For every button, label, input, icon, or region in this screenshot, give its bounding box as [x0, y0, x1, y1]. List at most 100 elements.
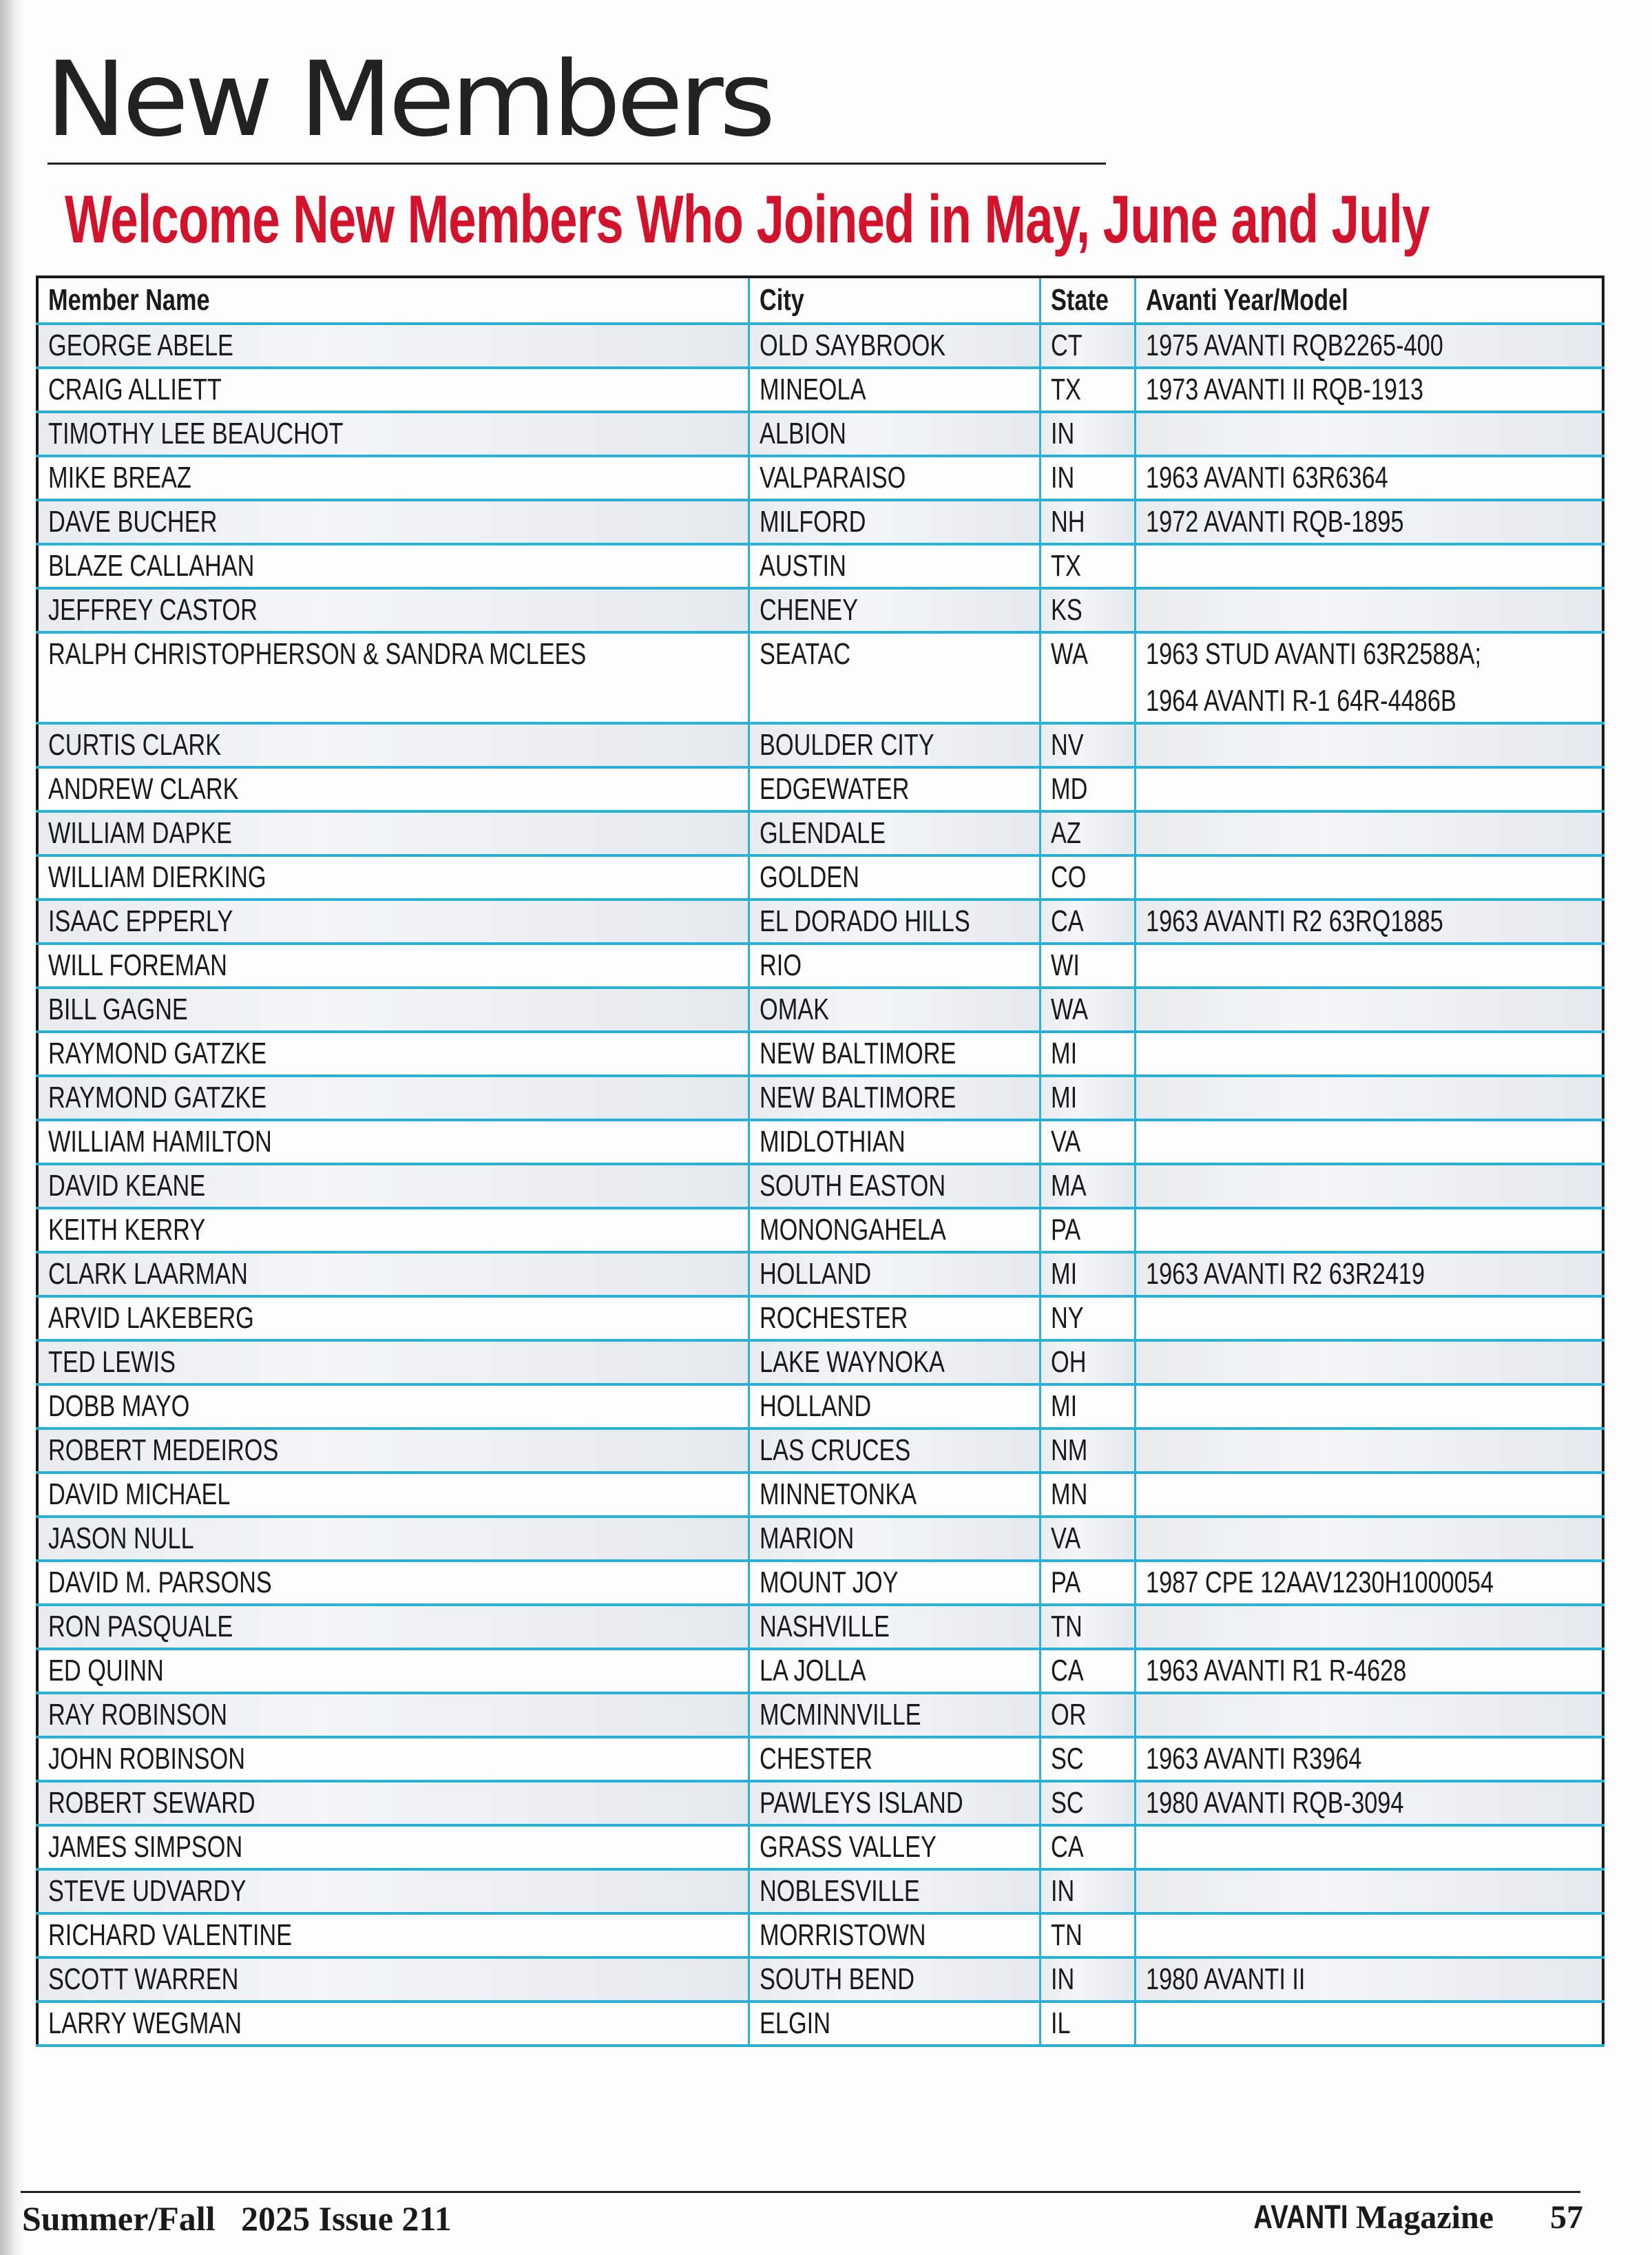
table-row: JEFFREY CASTOR CHENEY KS [37, 588, 1603, 634]
city-cell-text: ROCHESTER [759, 1301, 908, 1335]
state-cell: IN [1038, 456, 1136, 501]
city-cell: CHESTER [747, 1737, 1041, 1783]
member-name-cell-text: RON PASQUALE [48, 1610, 233, 1643]
avanti-model-cell [1134, 1913, 1603, 1959]
state-cell-text: CT [1050, 329, 1083, 362]
state-cell-text: IN [1050, 1962, 1075, 1996]
member-name-cell-text: STEVE UDVARDY [48, 1874, 247, 1908]
state-cell: WA [1038, 632, 1136, 725]
state-cell-text: SC [1050, 1742, 1084, 1776]
member-name-cell: SCOTT WARREN [37, 1957, 749, 2003]
city-cell: SOUTH EASTON [747, 1164, 1041, 1209]
city-cell-text: HOLLAND [759, 1257, 871, 1291]
page-subtitle: Welcome New Members Who Joined in May, J… [65, 181, 1430, 257]
member-name-cell-text: JEFFREY CASTOR [48, 593, 258, 627]
member-name-cell-text: LARRY WEGMAN [48, 2006, 242, 2040]
member-name-cell-text: RAYMOND GATZKE [48, 1081, 267, 1114]
state-cell-text: NM [1050, 1433, 1088, 1467]
city-cell: NOBLESVILLE [747, 1869, 1041, 1915]
member-name-cell-text: TED LEWIS [48, 1345, 176, 1379]
city-cell-text: AUSTIN [759, 549, 846, 583]
avanti-model-text: 1987 CPE 12AAV1230H1000054 [1146, 1566, 1494, 1599]
table-row: SCOTT WARREN SOUTH BEND IN 1980 AVANTI II [37, 1957, 1603, 2003]
state-cell: TN [1038, 1605, 1136, 1650]
member-name-cell-text: JOHN ROBINSON [48, 1742, 246, 1776]
state-cell-text: NH [1050, 505, 1085, 539]
avanti-model-cell: 1973 AVANTI II RQB-1913 [1134, 368, 1603, 413]
state-cell: MA [1038, 1164, 1136, 1209]
avanti-model-cell [1134, 412, 1603, 457]
table-row: WILL FOREMAN RIO WI [37, 944, 1603, 989]
table-row: ED QUINN LA JOLLA CA 1963 AVANTI R1 R-4628 [37, 1649, 1603, 1694]
city-cell: HOLLAND [747, 1384, 1041, 1430]
state-cell: OR [1038, 1693, 1136, 1738]
avanti-model-cell: 1963 AVANTI R2 63RQ1885 [1134, 900, 1603, 945]
table-row: DOBB MAYO HOLLAND MI [37, 1384, 1603, 1430]
avanti-model-cell: 1963 AVANTI R3964 [1134, 1737, 1603, 1783]
city-cell-text: MINNETONKA [759, 1477, 917, 1511]
state-cell-text: TX [1050, 373, 1081, 406]
table-row: ROBERT SEWARD PAWLEYS ISLAND SC 1980 AVANTI… [37, 1781, 1603, 1827]
table-row: TED LEWIS LAKE WAYNOKA OH [37, 1340, 1603, 1386]
city-cell-text: PAWLEYS ISLAND [759, 1786, 963, 1820]
state-cell: VA [1038, 1120, 1136, 1165]
member-name-cell: JASON NULL [37, 1517, 749, 1562]
city-cell-text: ELGIN [759, 2006, 830, 2040]
member-name-cell-text: JASON NULL [48, 1521, 194, 1555]
state-cell-text: SC [1050, 1786, 1084, 1820]
member-name-cell: MIKE BREAZ [37, 456, 749, 501]
avanti-model-cell [1134, 944, 1603, 989]
header-member-name-text: Member Name [48, 283, 210, 317]
city-cell: ALBION [747, 412, 1041, 457]
state-cell-text: OR [1050, 1698, 1087, 1732]
member-name-cell: JEFFREY CASTOR [37, 588, 749, 634]
city-cell: LAKE WAYNOKA [747, 1340, 1041, 1386]
member-name-cell: CRAIG ALLIETT [37, 368, 749, 413]
member-name-cell: JAMES SIMPSON [37, 1825, 749, 1871]
footer-magazine: AVANTI Magazine 57 [1230, 2199, 1583, 2236]
state-cell-text: VA [1050, 1521, 1080, 1555]
city-cell: GLENDALE [747, 811, 1041, 857]
member-name-cell: LARRY WEGMAN [37, 2002, 749, 2047]
city-cell: MONONGAHELA [747, 1208, 1041, 1254]
member-name-cell: DAVE BUCHER [37, 500, 749, 545]
footer-issue: Summer/Fall 2025 Issue 211 [22, 2199, 452, 2238]
table-row: JASON NULL MARION VA [37, 1517, 1603, 1562]
city-cell-text: CHESTER [759, 1742, 872, 1776]
scan-edge-shadow [0, 0, 25, 2255]
state-cell: CA [1038, 1825, 1136, 1871]
table-row: DAVID KEANE SOUTH EASTON MA [37, 1164, 1603, 1209]
member-name-cell: BILL GAGNE [37, 988, 749, 1033]
avanti-model-cell [1134, 1693, 1603, 1738]
city-cell: MINEOLA [747, 368, 1041, 413]
avanti-model-cell [1134, 988, 1603, 1033]
member-name-cell-text: BLAZE CALLAHAN [48, 549, 255, 583]
member-name-cell: CLARK LAARMAN [37, 1252, 749, 1298]
city-cell-text: GRASS VALLEY [759, 1830, 937, 1864]
state-cell: CA [1038, 1649, 1136, 1694]
table-row: TIMOTHY LEE BEAUCHOT ALBION IN [37, 412, 1603, 457]
member-name-cell: TED LEWIS [37, 1340, 749, 1386]
city-cell: GRASS VALLEY [747, 1825, 1041, 1871]
state-cell: MD [1038, 767, 1136, 813]
city-cell: MILFORD [747, 500, 1041, 545]
table-row: CLARK LAARMAN HOLLAND MI 1963 AVANTI R2 63R… [37, 1252, 1603, 1298]
avanti-model-text: 1963 STUD AVANTI 63R2588A; [1146, 637, 1482, 671]
member-name-cell: KEITH KERRY [37, 1208, 749, 1254]
city-cell: MIDLOTHIAN [747, 1120, 1041, 1165]
city-cell-text: OLD SAYBROOK [759, 329, 945, 362]
city-cell: RIO [747, 944, 1041, 989]
state-cell: MN [1038, 1473, 1136, 1518]
table-header-row: Member Name City State Avanti Year/Model [37, 277, 1603, 325]
state-cell-text: CO [1050, 860, 1087, 894]
page-title: New Members [45, 40, 775, 160]
city-cell-text: MILFORD [759, 505, 866, 539]
state-cell-text: MI [1050, 1037, 1077, 1070]
member-name-cell-text: WILL FOREMAN [48, 948, 227, 982]
member-name-cell-text: CLARK LAARMAN [48, 1257, 248, 1291]
city-cell-text: EDGEWATER [759, 772, 910, 806]
member-name-cell: GEORGE ABELE [37, 324, 749, 369]
table-row: RAY ROBINSON MCMINNVILLE OR [37, 1693, 1603, 1738]
state-cell-text: PA [1050, 1566, 1080, 1599]
avanti-model-cell [1134, 1120, 1603, 1165]
